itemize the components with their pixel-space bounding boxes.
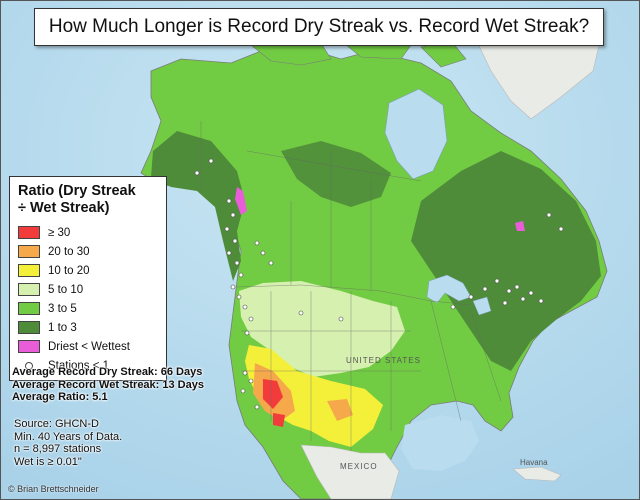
region-10to20-southwest bbox=[245, 345, 383, 447]
legend-swatch bbox=[18, 321, 40, 334]
station-dots bbox=[194, 158, 564, 410]
legend-stations-label: Stations < 1 bbox=[48, 359, 110, 372]
label-united-states: UNITED STATES bbox=[346, 356, 421, 365]
region-1to3-northwest bbox=[151, 131, 245, 281]
wet-threshold-line: Wet is ≥ 0.01" bbox=[14, 455, 82, 468]
legend-row: Driest < Wettest bbox=[18, 337, 158, 356]
mexico-landmass bbox=[300, 444, 400, 499]
region-5to10-west bbox=[239, 281, 405, 377]
region-1to3-east bbox=[411, 151, 601, 371]
stat-wet-streak: Average Record Wet Streak: 13 Days bbox=[12, 378, 204, 391]
credit-text: © Brian Brettschneider bbox=[8, 484, 99, 494]
stats-block: Average Record Dry Streak: 66 Days Avera… bbox=[12, 366, 204, 404]
legend-row: ≥ 30 bbox=[18, 223, 158, 242]
legend-swatch bbox=[18, 302, 40, 315]
region-30plus bbox=[263, 379, 285, 427]
legend-label: 3 to 5 bbox=[48, 302, 77, 315]
legend-row: 1 to 3 bbox=[18, 318, 158, 337]
stat-dry-streak: Average Record Dry Streak: 66 Days bbox=[12, 366, 203, 378]
hudson-bay bbox=[384, 88, 448, 180]
legend-swatch bbox=[18, 340, 40, 353]
legend-title: Ratio (Dry Streak ÷ Wet Streak) bbox=[18, 183, 158, 217]
legend-row: 5 to 10 bbox=[18, 280, 158, 299]
legend-title-line2: ÷ Wet Streak) bbox=[18, 200, 110, 216]
label-havana: Havana bbox=[520, 458, 548, 467]
legend-swatch bbox=[18, 283, 40, 296]
stat-average-ratio: Average Ratio: 5.1 bbox=[12, 391, 108, 403]
legend-swatch bbox=[18, 226, 40, 239]
legend-row-stations: Stations < 1 bbox=[18, 356, 158, 375]
station-count-line: n = 8,997 stations bbox=[14, 443, 102, 455]
legend: Ratio (Dry Streak ÷ Wet Streak) ≥ 30 20 t… bbox=[9, 176, 167, 381]
legend-label: 10 to 20 bbox=[48, 264, 90, 277]
legend-row: 3 to 5 bbox=[18, 299, 158, 318]
station-dot-icon bbox=[18, 359, 40, 372]
legend-row: 20 to 30 bbox=[18, 242, 158, 261]
legend-swatch bbox=[18, 264, 40, 277]
legend-label: ≥ 30 bbox=[48, 226, 71, 239]
legend-label: 20 to 30 bbox=[48, 245, 90, 258]
cuba bbox=[512, 466, 562, 482]
legend-title-line1: Ratio (Dry Streak bbox=[18, 183, 136, 199]
source-block: Source: GHCN-D Min. 40 Years of Data. n … bbox=[14, 418, 122, 468]
min-years-line: Min. 40 Years of Data. bbox=[14, 430, 123, 443]
legend-label: 1 to 3 bbox=[48, 321, 77, 334]
legend-row: 10 to 20 bbox=[18, 261, 158, 280]
region-1to3-north bbox=[281, 141, 391, 207]
legend-rows: ≥ 30 20 to 30 10 to 20 5 to 10 3 to 5 1 to 3 D… bbox=[18, 223, 158, 356]
map-title: How Much Longer is Record Dry Streak vs.… bbox=[48, 16, 590, 37]
gulf-of-mexico bbox=[401, 415, 479, 471]
legend-label: 5 to 10 bbox=[48, 283, 84, 296]
region-20to30 bbox=[253, 363, 353, 421]
source-line: Source: GHCN-D bbox=[14, 418, 99, 430]
political-borders bbox=[200, 121, 502, 451]
great-lakes bbox=[426, 274, 492, 316]
label-mexico: MEXICO bbox=[340, 462, 378, 471]
legend-swatch bbox=[18, 245, 40, 258]
title-box: How Much Longer is Record Dry Streak vs.… bbox=[34, 8, 604, 46]
legend-label: Driest < Wettest bbox=[48, 340, 130, 353]
